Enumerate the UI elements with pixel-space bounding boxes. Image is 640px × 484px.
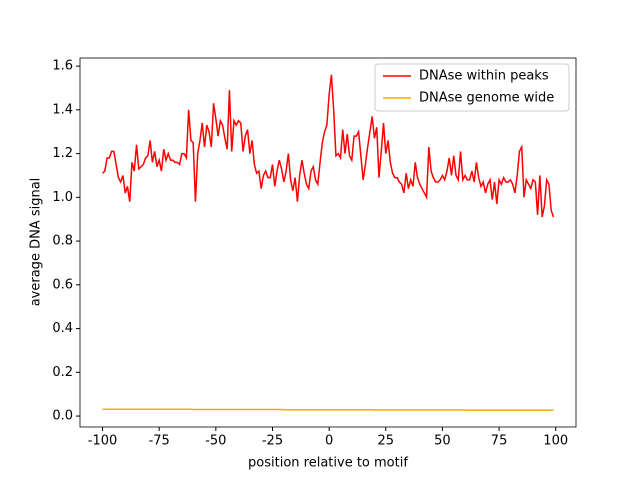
x-tick-label: 25 <box>378 434 395 449</box>
x-tick-label: -25 <box>262 434 283 449</box>
y-axis-label: average DNA signal <box>29 178 44 307</box>
x-tick-label: -100 <box>88 434 118 449</box>
x-tick-label: -50 <box>205 434 226 449</box>
y-tick-label: 1.6 <box>52 59 73 74</box>
y-tick-label: 1.0 <box>52 190 73 205</box>
data-line <box>102 74 555 218</box>
y-tick-label: 0.4 <box>52 321 73 336</box>
x-tick-label: 100 <box>543 434 568 449</box>
x-axis-label: position relative to motif <box>248 456 408 471</box>
legend-box <box>374 63 570 112</box>
legend-label: DNAse within peaks <box>419 69 549 84</box>
y-tick-label: 0.8 <box>52 234 73 249</box>
y-tick-label: 1.4 <box>52 102 73 117</box>
y-tick-label: 0.6 <box>52 277 73 292</box>
y-tick-label: 1.2 <box>52 146 73 161</box>
y-tick-label: 0.0 <box>52 409 73 424</box>
x-tick-label: 75 <box>491 434 508 449</box>
x-tick-label: 50 <box>434 434 451 449</box>
legend-label: DNAse genome wide <box>419 91 554 106</box>
x-tick-label: 0 <box>325 434 333 449</box>
x-tick-label: -75 <box>149 434 170 449</box>
plot-frame <box>79 57 577 428</box>
data-line <box>102 408 554 411</box>
y-tick-label: 0.2 <box>52 365 73 380</box>
